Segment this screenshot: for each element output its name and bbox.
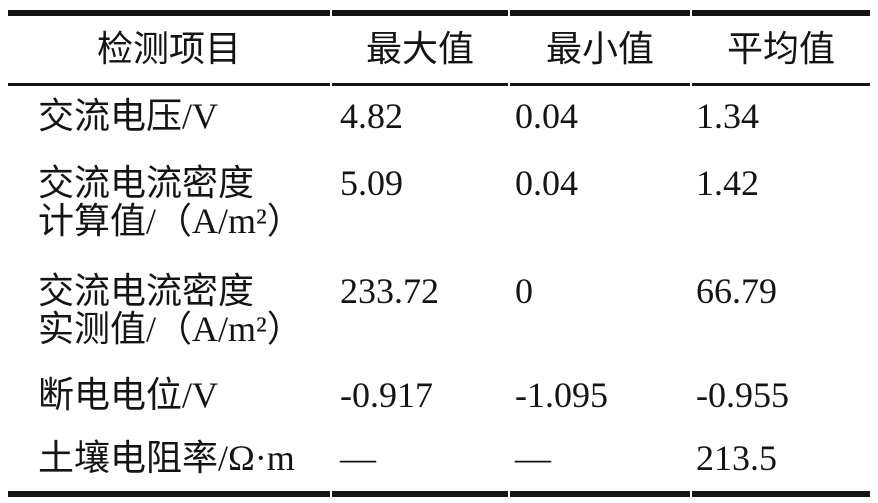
header-row: 检测项目 最大值 最小值 平均值 xyxy=(8,10,870,86)
row-label-cell: 土壤电阻率/Ω·m xyxy=(8,428,330,497)
header-cell-max: 最大值 xyxy=(332,10,508,86)
cell-min-value: 0.04 xyxy=(515,96,578,136)
cell-avg-value: -0.955 xyxy=(696,375,789,415)
cell-max-value: 4.82 xyxy=(340,96,403,136)
table-row-ac-current-density-calculated: 交流电流密度 计算值/（A/m²） 5.09 0.04 1.42 xyxy=(8,154,870,260)
cell-avg-value: 1.34 xyxy=(696,96,759,136)
row-label-line: 交流电压/V xyxy=(38,96,219,136)
table-row-soil-resistivity: 土壤电阻率/Ω·m — — 213.5 xyxy=(8,428,870,497)
cell-avg-value: 66.79 xyxy=(696,271,777,311)
cell-max-value: -0.917 xyxy=(340,375,433,415)
table-row-ac-voltage: 交流电压/V 4.82 0.04 1.34 xyxy=(8,86,870,154)
table-row-ac-current-density-measured: 交流电流密度 实测值/（A/m²） 233.72 0 66.79 xyxy=(8,260,870,362)
cell-avg-value: 213.5 xyxy=(692,428,870,497)
cell-max-value: — xyxy=(332,428,508,497)
cell-min-value: 0.04 xyxy=(515,163,578,203)
cell-min-value: 0 xyxy=(515,271,533,311)
cell-min-value: -1.095 xyxy=(515,375,608,415)
row-label-line: 断电电位/V xyxy=(38,375,219,415)
header-cell-item: 检测项目 xyxy=(8,10,330,86)
cell-min-value: — xyxy=(510,428,690,497)
cell-max-value: 233.72 xyxy=(340,271,439,311)
cell-max-value: 5.09 xyxy=(340,163,403,203)
table-row-off-potential: 断电电位/V -0.917 -1.095 -0.955 xyxy=(8,362,870,428)
row-label-line: 实测值/（A/m²） xyxy=(38,309,303,349)
row-label-cell: 交流电流密度 实测值/（A/m²） xyxy=(8,260,330,362)
header-cell-min: 最小值 xyxy=(510,10,690,86)
row-label-line: 交流电流密度 xyxy=(38,271,255,311)
cell-avg-value: 1.42 xyxy=(696,163,759,203)
header-cell-avg: 平均值 xyxy=(692,10,870,86)
row-label-line: 交流电流密度 xyxy=(38,163,255,203)
row-label-cell: 交流电压/V xyxy=(8,86,330,154)
measurement-summary-table: 检测项目 最大值 最小值 平均值 交流电压/V 4.82 0.04 1.34 交… xyxy=(6,10,872,497)
row-label-cell: 交流电流密度 计算值/（A/m²） xyxy=(8,154,330,260)
row-label-line: 土壤电阻率/Ω·m xyxy=(38,438,295,478)
row-label-line: 计算值/（A/m²） xyxy=(38,201,303,241)
row-label-cell: 断电电位/V xyxy=(8,362,330,428)
